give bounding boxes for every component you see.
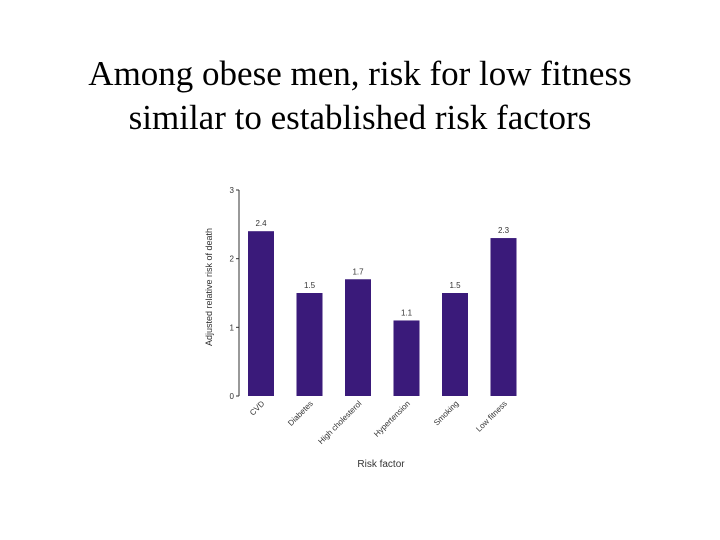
x-tick-label: High cholesterol (316, 399, 363, 446)
x-axis-label: Risk factor (357, 459, 405, 470)
bar-0 (248, 231, 274, 396)
bar-value-label: 2.3 (498, 226, 510, 235)
x-tick-label: Hypertension (372, 399, 412, 439)
y-tick-label: 3 (230, 186, 235, 195)
slide-title: Among obese men, risk for low fitness si… (0, 52, 720, 140)
bar-value-label: 1.7 (352, 267, 364, 276)
bar-2 (345, 279, 371, 396)
y-axis-label: Adjusted relative risk of death (204, 228, 214, 346)
bar-1 (296, 293, 323, 396)
x-tick-label: Smoking (432, 399, 460, 427)
x-tick-label: Low fitness (474, 399, 509, 434)
y-tick-label: 1 (230, 323, 235, 332)
bar-value-label: 1.5 (304, 281, 316, 290)
bar-4 (442, 293, 468, 396)
slide-title-line-1: Among obese men, risk for low fitness (88, 54, 632, 93)
x-tick-label: Diabetes (286, 399, 315, 428)
bar-value-label: 1.1 (401, 308, 413, 317)
bar-5 (490, 238, 517, 396)
bar-value-label: 2.4 (255, 219, 267, 228)
y-tick-label: 2 (230, 255, 235, 264)
bar-3 (393, 320, 420, 396)
x-tick-label: CVD (248, 399, 266, 417)
bar-value-label: 1.5 (449, 281, 461, 290)
slide-title-line-2: similar to established risk factors (128, 98, 592, 137)
y-tick-label: 0 (230, 392, 235, 401)
